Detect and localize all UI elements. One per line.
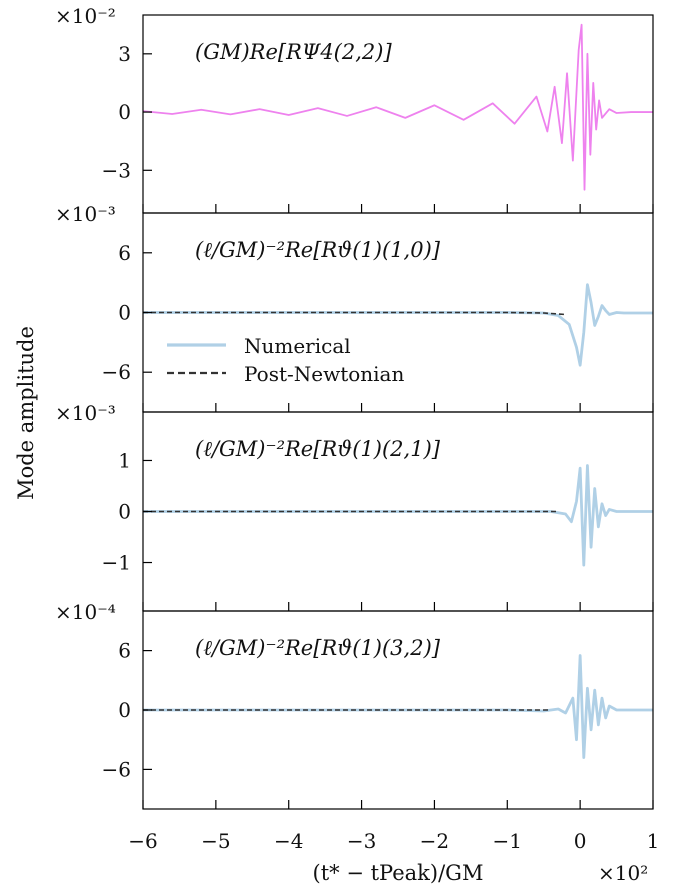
x-tick-label: 1: [647, 829, 660, 853]
y-tick-label: 6: [118, 639, 131, 663]
panel-title: (ℓ/GM)⁻²Re[Rϑ(1)(1,0)]: [195, 238, 441, 262]
legend: Numerical Post-Newtonian: [167, 334, 404, 386]
panel-1: −3 0 3×10⁻² (GM)Re[RΨ4(2,2)]: [55, 4, 654, 214]
legend-label-numerical: Numerical: [244, 334, 351, 358]
panel-title: (ℓ/GM)⁻²Re[Rϑ(1)(2,1)]: [195, 437, 441, 461]
y-tick-label: 1: [118, 448, 131, 472]
y-tick-label: 0: [118, 301, 131, 325]
x-tick-label: 0: [574, 829, 587, 853]
x-tick-label: −5: [201, 829, 230, 853]
x-tick-label: −3: [347, 829, 376, 853]
panel-title: (ℓ/GM)⁻²Re[Rϑ(1)(3,2)]: [195, 636, 441, 660]
y-axis-label: Mode amplitude: [14, 326, 38, 500]
y-tick-label: −1: [102, 551, 131, 575]
panel-2: −6 0 6×10⁻³ (ℓ/GM)⁻²Re[Rϑ(1)(1,0)]: [55, 202, 654, 413]
y-tick-label: 0: [118, 100, 131, 124]
y-offset-label: ×10⁻⁴: [55, 600, 116, 624]
legend-label-post-newtonian: Post-Newtonian: [244, 362, 404, 386]
panel-4: −6 0 6×10⁻⁴ (ℓ/GM)⁻²Re[Rϑ(1)(3,2)]: [55, 600, 654, 810]
series-numerical-line: [143, 464, 653, 567]
x-axis-label: (t* − tPeak)/GM: [313, 861, 484, 885]
x-tick-label: −6: [128, 829, 157, 853]
x-tick-label: −2: [420, 829, 449, 853]
series-numerical-line: [143, 654, 653, 759]
y-tick-label: −6: [102, 757, 131, 781]
series-post_newtonian-line: [143, 311, 566, 316]
y-offset-label: ×10⁻³: [55, 202, 116, 226]
series-numerical-line: [143, 283, 653, 367]
y-tick-label: 0: [118, 500, 131, 524]
shared-x-axis: −6 −5 −4 −3 −2 −1 0 1: [128, 829, 659, 853]
panel-3: −1 0 1×10⁻³ (ℓ/GM)⁻²Re[Rϑ(1)(2,1)]: [55, 401, 654, 612]
x-tick-label: −4: [274, 829, 303, 853]
y-offset-label: ×10⁻²: [55, 4, 116, 28]
y-tick-label: 0: [118, 698, 131, 722]
panel-title: (GM)Re[RΨ4(2,2)]: [195, 40, 392, 64]
x-tick-label: −1: [493, 829, 522, 853]
panels-group: −303×10⁻²(GM)Re[RΨ4(2,2)]−606×10⁻³(ℓ/GM)…: [55, 4, 654, 810]
series-psi4-line: [143, 23, 653, 191]
x-offset-label: ×10²: [598, 861, 648, 885]
y-tick-label: −6: [102, 360, 131, 384]
y-offset-label: ×10⁻³: [55, 401, 116, 425]
y-tick-label: −3: [102, 158, 131, 182]
y-tick-label: 6: [118, 241, 131, 265]
y-tick-label: 3: [118, 42, 131, 66]
